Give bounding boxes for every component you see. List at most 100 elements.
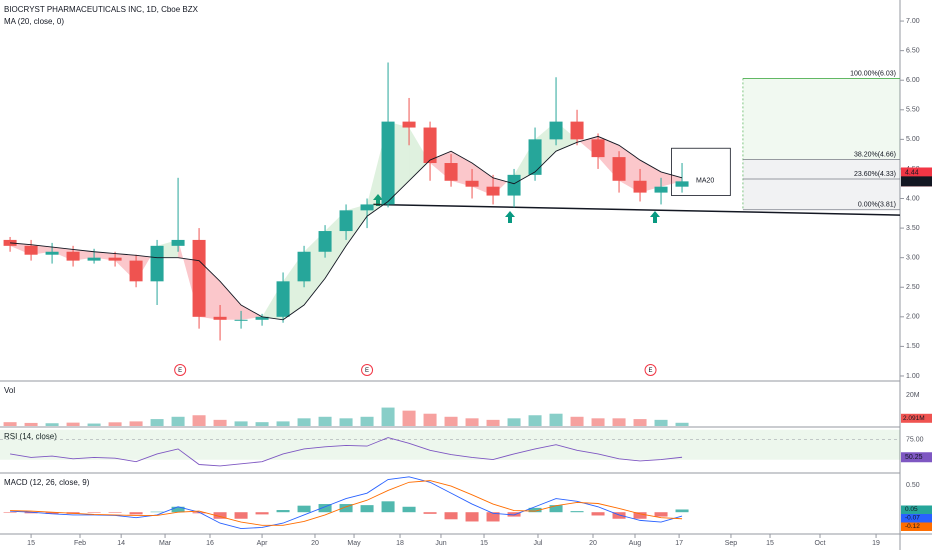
macd-last-bg xyxy=(901,522,932,531)
x-tick-label: Aug xyxy=(629,540,642,547)
y-tick-label: 7.00 xyxy=(906,18,920,25)
volume-bar xyxy=(612,418,626,426)
macd-histogram-bar xyxy=(150,511,164,513)
candle-body xyxy=(171,239,185,246)
candle-body xyxy=(213,316,227,320)
volume-bar xyxy=(339,418,353,426)
macd-histogram-bar xyxy=(633,512,647,519)
x-tick-label: 20 xyxy=(589,540,597,547)
volume-bar xyxy=(45,423,59,426)
volume-bar xyxy=(360,416,374,426)
fib-zone xyxy=(742,159,900,210)
macd-last-label: 0.05 xyxy=(905,506,918,513)
macd-histogram-bar xyxy=(486,512,500,522)
volume-bar xyxy=(276,421,290,426)
x-tick-label: 18 xyxy=(396,540,404,547)
candle-body xyxy=(129,260,143,282)
macd-histogram-bar xyxy=(192,512,206,514)
macd-histogram-bar xyxy=(45,512,59,514)
macd-histogram-bar xyxy=(339,504,353,513)
earnings-marker xyxy=(361,364,374,376)
volume-bar xyxy=(633,419,647,426)
x-tick-label: Mar xyxy=(159,540,172,547)
earnings-label: E xyxy=(365,368,369,374)
volume-bar xyxy=(444,416,458,426)
macd-histogram-bar xyxy=(87,512,101,513)
fib-label: 38.20%(4.66) xyxy=(854,151,896,158)
candle-body xyxy=(192,239,206,317)
rsi-title: RSI (14, close) xyxy=(4,432,57,441)
volume-bar xyxy=(549,413,563,426)
x-tick-label: Jul xyxy=(534,540,543,547)
candle-body xyxy=(591,139,605,158)
x-tick-label: Feb xyxy=(74,540,86,547)
y-tick-label: 3.50 xyxy=(906,225,920,232)
macd-last-bg xyxy=(901,505,932,514)
candle-body xyxy=(24,245,38,255)
candle-body xyxy=(66,251,80,261)
volume-bar xyxy=(171,416,185,426)
candle-body xyxy=(276,281,290,317)
volume-bar xyxy=(486,419,500,426)
fib-label: 100.00%(6.03) xyxy=(850,70,896,77)
candle-body xyxy=(234,319,248,321)
rsi-last-bg xyxy=(901,452,932,463)
macd-histogram-bar xyxy=(108,512,122,513)
candle-body xyxy=(87,257,101,261)
volume-bar xyxy=(192,415,206,426)
ma-fill xyxy=(409,127,431,181)
y-tick-label: 5.00 xyxy=(906,136,920,143)
earnings-marker xyxy=(644,364,657,376)
candle-body xyxy=(612,157,626,181)
candle-body xyxy=(654,186,668,193)
x-tick-label: 15 xyxy=(766,540,774,547)
macd-tick-label: 0.50 xyxy=(906,482,920,489)
x-tick-label: 16 xyxy=(206,540,214,547)
macd-histogram-bar xyxy=(24,512,38,514)
macd-histogram-bar xyxy=(423,512,437,514)
volume-bar xyxy=(213,419,227,426)
price-label: 4.44 xyxy=(905,169,919,176)
volume-bar xyxy=(465,418,479,426)
volume-bar xyxy=(108,422,122,426)
y-tick-label: 5.50 xyxy=(906,107,920,114)
macd-histogram-bar xyxy=(507,512,521,517)
earnings-label: E xyxy=(178,368,182,374)
macd-histogram-bar xyxy=(381,501,395,513)
price-label-bg xyxy=(901,167,932,178)
candle-body xyxy=(444,163,458,181)
box xyxy=(671,147,731,196)
candle-body xyxy=(255,316,269,320)
candle-body xyxy=(675,181,689,187)
macd-histogram-bar xyxy=(360,505,374,513)
candle-body xyxy=(360,204,374,211)
macd-histogram-bar xyxy=(528,507,542,513)
ma-fill xyxy=(220,281,242,320)
volume-bar xyxy=(675,422,689,426)
macd-histogram-bar xyxy=(591,512,605,516)
x-tick-label: Oct xyxy=(815,540,826,547)
fib-zone xyxy=(742,78,900,160)
macd-histogram-bar xyxy=(213,512,227,519)
x-tick-label: Jun xyxy=(435,540,446,547)
candle-body xyxy=(528,139,542,175)
volume-bar xyxy=(570,416,584,426)
arrow xyxy=(373,194,383,206)
price-label-bg xyxy=(901,176,932,187)
x-tick-label: 17 xyxy=(675,540,683,547)
candle-body xyxy=(507,174,521,196)
macd-histogram-bar xyxy=(465,512,479,522)
x-tick-label: 20 xyxy=(311,540,319,547)
x-tick-label: Sep xyxy=(725,540,738,547)
y-tick-label: 1.00 xyxy=(906,373,920,380)
macd-histogram-bar xyxy=(297,505,311,513)
y-tick-label: 2.00 xyxy=(906,314,920,321)
candle-body xyxy=(318,231,332,252)
rsi-band xyxy=(0,429,900,460)
volume-bar xyxy=(255,422,269,426)
macd-histogram-bar xyxy=(549,505,563,513)
candle-body xyxy=(423,127,437,164)
x-tick-label: Apr xyxy=(257,540,269,547)
x-tick-label: 15 xyxy=(27,540,35,547)
y-tick-label: 3.00 xyxy=(906,255,920,262)
